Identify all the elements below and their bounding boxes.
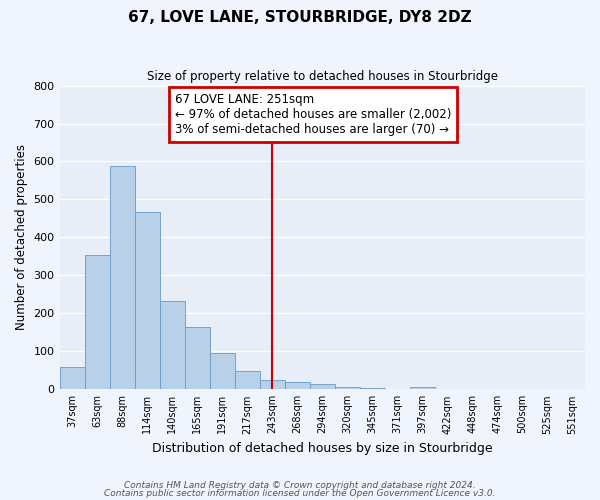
Bar: [310, 384, 335, 390]
Bar: [209, 353, 235, 390]
Y-axis label: Number of detached properties: Number of detached properties: [15, 144, 28, 330]
Bar: [85, 254, 110, 390]
Bar: [235, 371, 260, 390]
Bar: [185, 328, 209, 390]
Bar: [260, 380, 285, 390]
Bar: [285, 382, 310, 390]
Bar: [59, 366, 85, 390]
Bar: [110, 166, 134, 390]
Text: 67, LOVE LANE, STOURBRIDGE, DY8 2DZ: 67, LOVE LANE, STOURBRIDGE, DY8 2DZ: [128, 10, 472, 25]
Title: Size of property relative to detached houses in Stourbridge: Size of property relative to detached ho…: [147, 70, 498, 83]
Bar: [360, 388, 385, 390]
Text: 67 LOVE LANE: 251sqm
← 97% of detached houses are smaller (2,002)
3% of semi-det: 67 LOVE LANE: 251sqm ← 97% of detached h…: [175, 93, 452, 136]
Bar: [160, 301, 185, 390]
X-axis label: Distribution of detached houses by size in Stourbridge: Distribution of detached houses by size …: [152, 442, 493, 455]
Text: Contains HM Land Registry data © Crown copyright and database right 2024.: Contains HM Land Registry data © Crown c…: [124, 480, 476, 490]
Text: Contains public sector information licensed under the Open Government Licence v3: Contains public sector information licen…: [104, 489, 496, 498]
Bar: [410, 388, 435, 390]
Bar: [335, 386, 360, 390]
Bar: [134, 212, 160, 390]
